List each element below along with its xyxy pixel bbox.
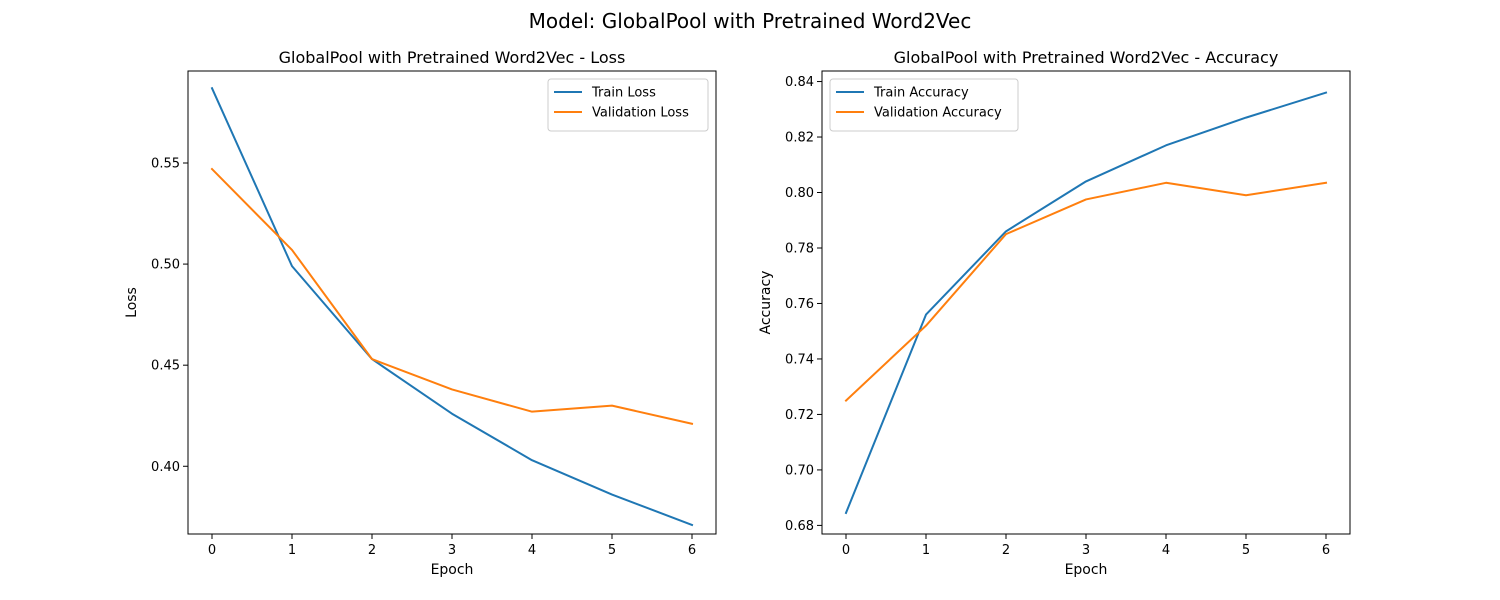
- accuracy-subplot: GlobalPool with Pretrained Word2Vec - Ac…: [758, 48, 1351, 578]
- y-tick-label: 0.55: [151, 156, 180, 171]
- y-tick-label: 0.80: [785, 186, 814, 201]
- subplot-title: GlobalPool with Pretrained Word2Vec - Ac…: [894, 48, 1279, 67]
- y-tick-label: 0.68: [785, 519, 814, 534]
- x-tick-label: 6: [688, 543, 696, 558]
- x-tick-label: 1: [922, 543, 930, 558]
- legend-label: Train Accuracy: [873, 86, 969, 101]
- x-tick-label: 5: [1242, 543, 1250, 558]
- x-tick-label: 4: [1162, 543, 1170, 558]
- x-tick-label: 2: [368, 543, 376, 558]
- y-tick-label: 0.70: [785, 463, 814, 478]
- legend-label: Validation Loss: [592, 106, 689, 121]
- y-tick-label: 0.72: [785, 408, 814, 423]
- x-tick-label: 3: [1082, 543, 1090, 558]
- y-tick-label: 0.76: [785, 297, 814, 312]
- y-tick-label: 0.40: [151, 460, 180, 475]
- y-tick-label: 0.74: [785, 352, 814, 367]
- series-line-validation-loss: [210, 167, 694, 426]
- series-line-validation-accuracy: [844, 181, 1328, 402]
- x-axis-label: Epoch: [431, 562, 474, 578]
- y-tick-label: 0.45: [151, 359, 180, 374]
- legend: Train Loss Validation Loss: [547, 78, 709, 132]
- y-tick-label: 0.78: [785, 241, 814, 256]
- x-axis-label: Epoch: [1065, 562, 1108, 578]
- x-tick-label: 5: [608, 543, 616, 558]
- legend-box: [547, 78, 709, 132]
- x-tick-label: 4: [528, 543, 536, 558]
- series-line-train-loss: [210, 86, 694, 527]
- loss-subplot: GlobalPool with Pretrained Word2Vec - Lo…: [124, 48, 717, 578]
- y-tick-label: 0.82: [785, 131, 814, 146]
- legend-label: Train Loss: [591, 86, 656, 101]
- x-tick-label: 1: [288, 543, 296, 558]
- figure-suptitle: Model: GlobalPool with Pretrained Word2V…: [529, 9, 972, 33]
- y-tick-label: 0.84: [785, 75, 814, 90]
- legend-box: [829, 78, 1019, 132]
- x-tick-label: 2: [1002, 543, 1010, 558]
- y-axis-label: Accuracy: [758, 271, 774, 335]
- legend-label: Validation Accuracy: [874, 106, 1002, 121]
- y-axis-label: Loss: [124, 287, 140, 318]
- axes-frame: [821, 70, 1351, 535]
- x-tick-label: 0: [208, 543, 216, 558]
- axes-frame: [187, 70, 717, 535]
- x-tick-label: 0: [842, 543, 850, 558]
- x-tick-label: 3: [448, 543, 456, 558]
- x-tick-label: 6: [1322, 543, 1330, 558]
- subplot-title: GlobalPool with Pretrained Word2Vec - Lo…: [279, 48, 626, 67]
- series-line-train-accuracy: [844, 91, 1328, 515]
- legend: Train Accuracy Validation Accuracy: [829, 78, 1019, 132]
- y-tick-label: 0.50: [151, 258, 180, 273]
